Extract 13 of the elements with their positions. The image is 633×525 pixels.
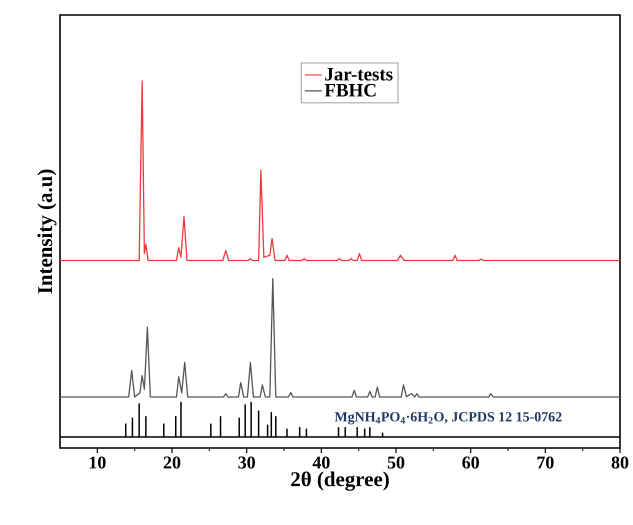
series-label: MgNH$_{4}$PO$_{4}$·6H$_{2}$O, JCPDS 12 15-0762 xyxy=(334,412,562,424)
x-tick-label: 20 xyxy=(164,456,180,469)
legend-label: FBHC xyxy=(324,84,376,97)
x-axis-title: 2θ (degree) xyxy=(291,471,389,491)
x-tick-label: 30 xyxy=(238,456,255,469)
x-tick-label: 50 xyxy=(388,456,404,469)
x-tick-label: 80 xyxy=(612,456,628,469)
y-axis-title: Intensity (a.u) xyxy=(37,170,56,294)
x-tick-label: 70 xyxy=(537,456,554,469)
legend-label: Jar-tests xyxy=(325,68,393,81)
x-tick-label: 10 xyxy=(90,456,106,469)
x-tick-label: 40 xyxy=(312,456,330,469)
x-tick-label: 60 xyxy=(462,456,479,469)
